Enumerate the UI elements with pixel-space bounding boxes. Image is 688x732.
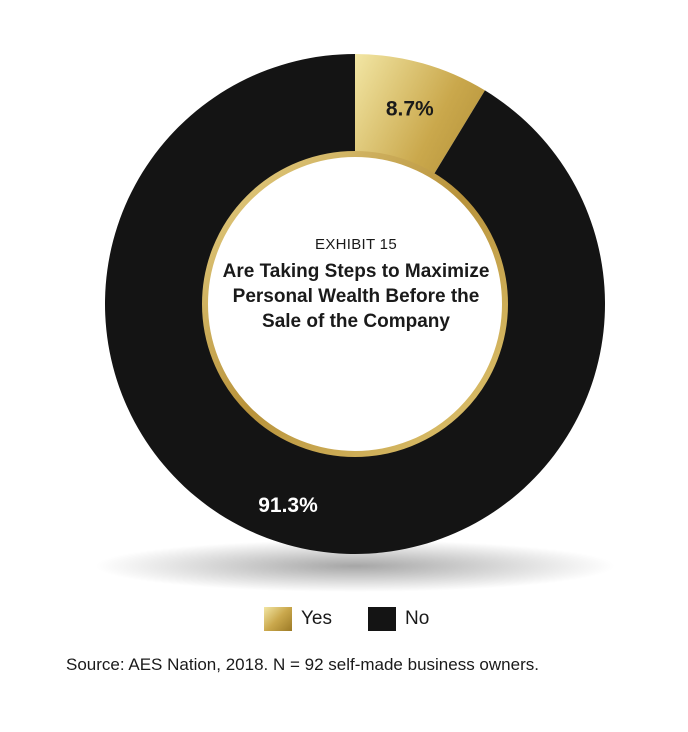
center-ring [202, 151, 508, 457]
legend-item-yes: Yes [264, 607, 332, 631]
chart-center-text: EXHIBIT 15 Are Taking Steps to Maximize … [206, 236, 506, 334]
legend-label-no: No [405, 608, 430, 629]
donut-chart: 8.7% 91.3% [95, 54, 615, 592]
exhibit-label: EXHIBIT 15 [315, 236, 397, 253]
chart-legend: Yes No [264, 607, 465, 631]
legend-swatch-no [368, 607, 396, 631]
legend-swatch-yes [264, 607, 292, 631]
source-note: Source: AES Nation, 2018. N = 92 self-ma… [66, 655, 539, 674]
data-label-yes: 8.7% [386, 98, 434, 121]
chart-shadow [95, 540, 615, 592]
legend-label-yes: Yes [301, 608, 332, 629]
chart-title: Are Taking Steps to Maximize Personal We… [222, 261, 490, 332]
data-label-no: 91.3% [258, 494, 318, 517]
legend-item-no: No [368, 607, 429, 631]
